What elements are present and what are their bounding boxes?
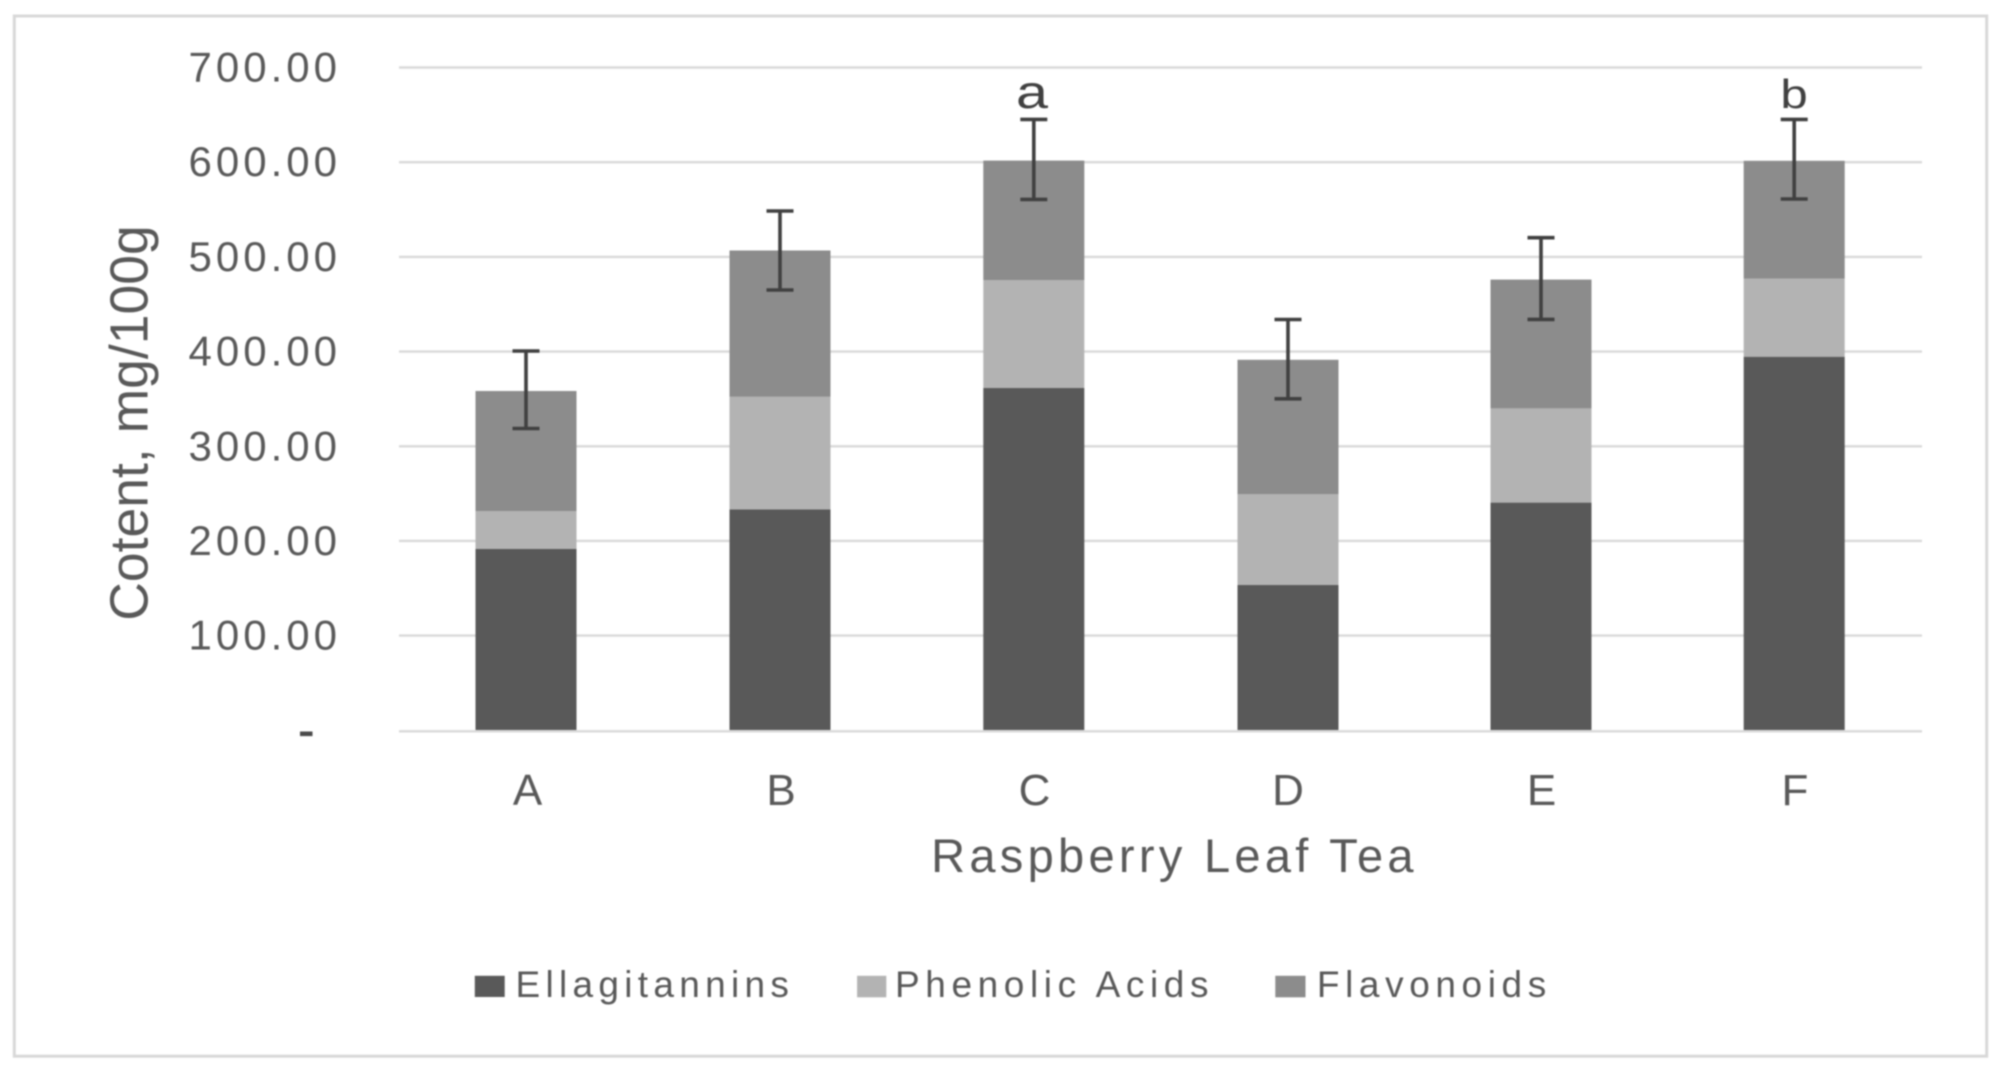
svg-text:500.00: 500.00: [189, 233, 341, 280]
svg-text:Phenolic Acids: Phenolic Acids: [895, 964, 1214, 1005]
svg-text:b: b: [1780, 71, 1807, 117]
svg-text:Raspberry Leaf Tea: Raspberry Leaf Tea: [931, 829, 1418, 882]
svg-text:a: a: [1016, 67, 1048, 118]
svg-text:400.00: 400.00: [189, 328, 341, 375]
svg-text:E: E: [1527, 766, 1556, 815]
svg-text:A: A: [513, 766, 543, 815]
svg-text:300.00: 300.00: [189, 422, 341, 469]
svg-text:F: F: [1782, 766, 1809, 815]
svg-text:200.00: 200.00: [189, 517, 341, 564]
svg-text:C: C: [1019, 766, 1051, 815]
svg-text:B: B: [766, 766, 795, 815]
svg-text:100.00: 100.00: [189, 612, 341, 659]
svg-text:600.00: 600.00: [189, 138, 341, 185]
svg-text:Flavonoids: Flavonoids: [1317, 964, 1552, 1005]
svg-text:700.00: 700.00: [189, 44, 341, 91]
svg-text:Ellagitannins: Ellagitannins: [516, 964, 795, 1005]
svg-text:Cotent, mg/100g: Cotent, mg/100g: [101, 225, 160, 621]
svg-text:D: D: [1272, 766, 1304, 815]
